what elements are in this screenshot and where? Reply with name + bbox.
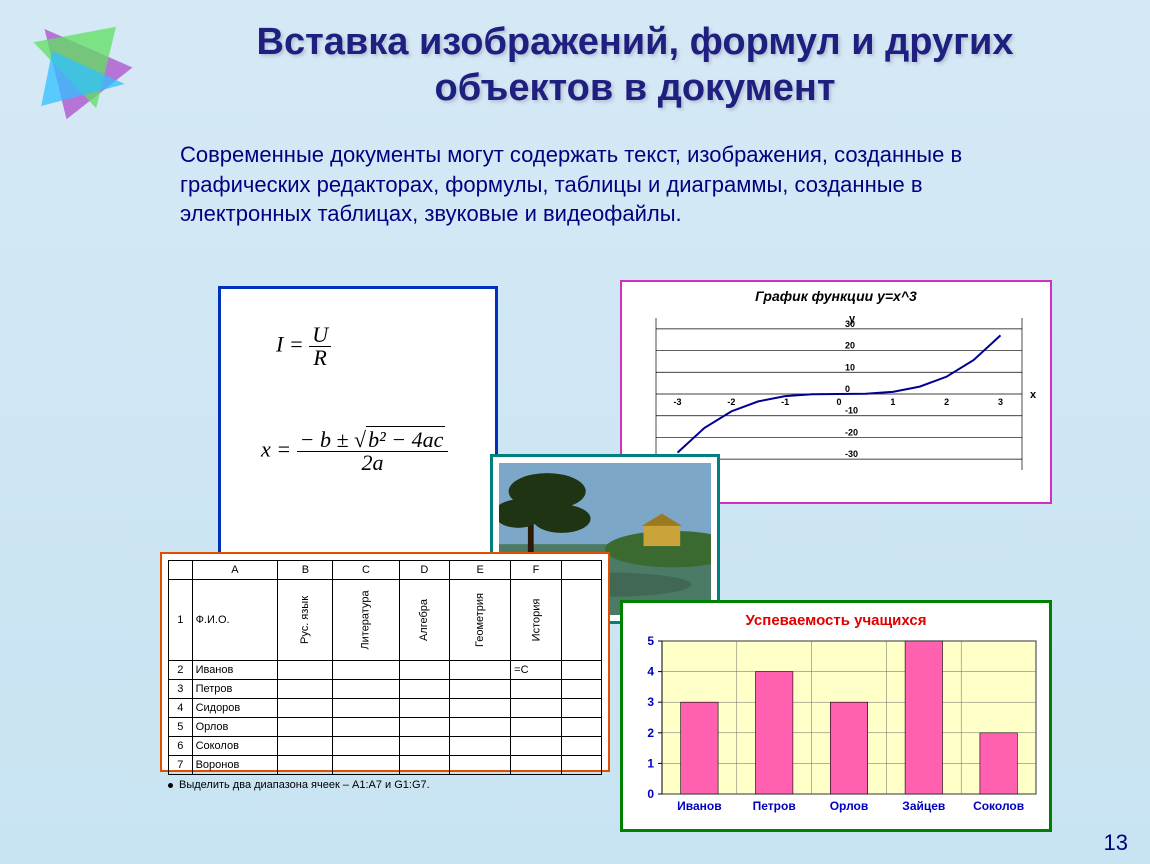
svg-text:0: 0 bbox=[836, 397, 841, 407]
spreadsheet-panel: ABCDEF1Ф.И.О.Рус. языкЛитератураАлгебраГ… bbox=[160, 552, 610, 772]
svg-text:Петров: Петров bbox=[753, 799, 796, 813]
svg-text:Иванов: Иванов bbox=[677, 799, 721, 813]
svg-text:-10: -10 bbox=[845, 406, 858, 416]
spreadsheet-table: ABCDEF1Ф.И.О.Рус. языкЛитератураАлгебраГ… bbox=[168, 560, 602, 775]
equation-ohm: I = UR bbox=[276, 324, 331, 369]
svg-text:3: 3 bbox=[998, 397, 1003, 407]
svg-text:3: 3 bbox=[647, 695, 654, 709]
svg-text:-1: -1 bbox=[781, 397, 789, 407]
svg-text:4: 4 bbox=[647, 665, 654, 679]
svg-text:Орлов: Орлов bbox=[830, 799, 869, 813]
slide-number: 13 bbox=[1104, 830, 1128, 856]
slide-body-text: Современные документы могут содержать те… bbox=[180, 140, 1060, 229]
svg-text:-20: -20 bbox=[845, 427, 858, 437]
svg-text:2: 2 bbox=[944, 397, 949, 407]
bar-chart-title: Успеваемость учащихся bbox=[628, 612, 1044, 629]
svg-text:2: 2 bbox=[647, 726, 654, 740]
svg-text:-30: -30 bbox=[845, 449, 858, 459]
graph-title: График функции y=x^3 bbox=[628, 288, 1044, 304]
svg-text:-3: -3 bbox=[674, 397, 682, 407]
bar-chart: 0 1 2 3 4 5 Иванов Петров Орлов Зайцев Соколов bbox=[628, 635, 1048, 820]
svg-text:0: 0 bbox=[845, 384, 850, 394]
decor-triangle-icon bbox=[28, 18, 138, 128]
svg-text:1: 1 bbox=[890, 397, 895, 407]
slide-title: Вставка изображений, формул и других объ… bbox=[180, 20, 1090, 111]
svg-text:5: 5 bbox=[647, 635, 654, 648]
svg-text:x: x bbox=[1030, 389, 1037, 401]
svg-text:0: 0 bbox=[647, 787, 654, 801]
equation-quadratic: x = − b ± √b² − 4ac 2a bbox=[261, 429, 448, 474]
svg-text:y: y bbox=[849, 313, 856, 325]
bar-chart-panel: Успеваемость учащихся 0 1 2 3 4 5 Иванов Петров… bbox=[620, 600, 1052, 832]
formula-panel: I = UR x = − b ± √b² − 4ac 2a bbox=[218, 286, 498, 556]
svg-text:10: 10 bbox=[845, 362, 855, 372]
svg-text:20: 20 bbox=[845, 341, 855, 351]
svg-text:1: 1 bbox=[647, 756, 654, 770]
svg-text:Зайцев: Зайцев bbox=[902, 799, 945, 813]
svg-text:-2: -2 bbox=[727, 397, 735, 407]
spreadsheet-note: Выделить два диапазона ячеек – A1:A7 и G… bbox=[168, 775, 602, 791]
svg-text:Соколов: Соколов bbox=[973, 799, 1024, 813]
